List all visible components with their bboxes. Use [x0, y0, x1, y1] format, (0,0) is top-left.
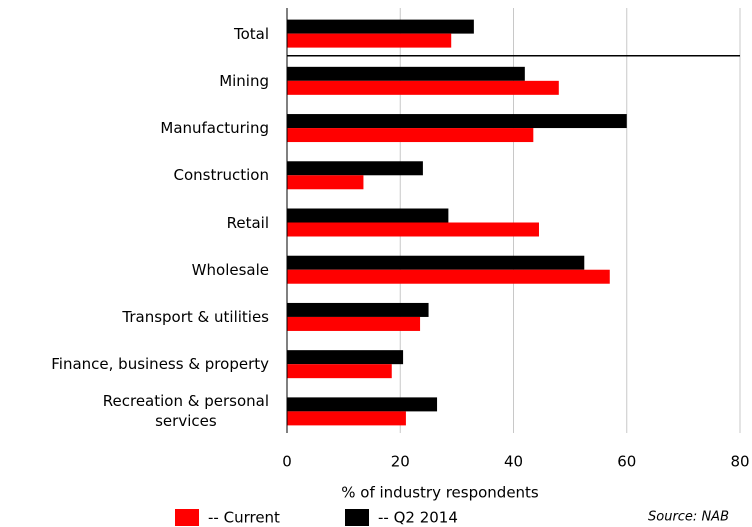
bar — [287, 128, 534, 143]
legend-swatch — [345, 509, 369, 526]
y-tick-label: Recreation & personal services — [102, 392, 269, 431]
bar — [287, 66, 525, 81]
bar — [287, 316, 421, 331]
x-tick-label: 0 — [282, 453, 292, 471]
bar — [287, 33, 452, 48]
bar — [287, 364, 392, 379]
x-axis-label: % of industry respondents — [341, 484, 539, 502]
y-tick-label: Retail — [226, 213, 269, 232]
y-tick-label: Manufacturing — [160, 119, 269, 138]
bar — [287, 222, 539, 237]
source: Source: NAB — [648, 510, 729, 525]
bar — [287, 114, 627, 129]
bar — [287, 255, 585, 270]
bar — [287, 161, 423, 176]
x-tick-label: 60 — [617, 453, 636, 471]
y-tick-label: Mining — [219, 71, 269, 90]
bar — [287, 302, 429, 317]
legend-label: -- Q2 2014 — [378, 509, 458, 527]
bar — [287, 411, 406, 426]
bar — [287, 397, 438, 412]
y-tick-label: Transport & utilities — [122, 307, 269, 326]
y-tick-label: Wholesale — [191, 260, 269, 279]
bar — [287, 175, 364, 190]
bar — [287, 80, 559, 95]
x-tick-label: 80 — [730, 453, 749, 471]
legend-label: -- Current — [208, 509, 280, 527]
bar — [287, 208, 449, 223]
bar — [287, 269, 610, 284]
bar — [287, 350, 404, 365]
x-tick-label: 20 — [391, 453, 410, 471]
y-tick-label: Finance, business & property — [51, 355, 269, 374]
bar — [287, 19, 474, 34]
y-tick-label: Construction — [173, 166, 269, 185]
x-tick-label: 40 — [504, 453, 523, 471]
legend-swatch — [175, 509, 199, 526]
y-tick-label: Total — [233, 24, 269, 43]
